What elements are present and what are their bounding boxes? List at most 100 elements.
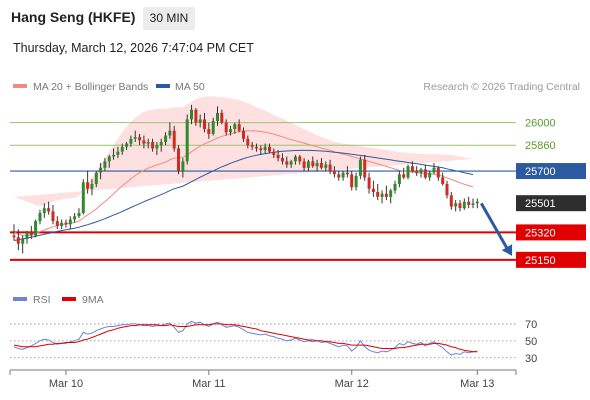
candle — [345, 166, 349, 178]
candle-body — [220, 112, 224, 123]
candle — [410, 161, 414, 173]
candle-body — [142, 140, 146, 144]
candle-body — [207, 129, 211, 134]
candle-body — [285, 161, 289, 165]
candle — [250, 141, 254, 151]
candle — [358, 156, 362, 180]
candle — [285, 156, 289, 168]
candle — [380, 190, 384, 204]
candle — [354, 172, 358, 191]
candle — [34, 219, 38, 238]
candle-body — [125, 143, 129, 147]
candle-body — [99, 167, 103, 173]
candle — [406, 164, 410, 180]
candle — [428, 171, 432, 181]
candle — [462, 198, 466, 210]
rsi-series-line-0 — [13, 320, 478, 356]
candle-body — [367, 177, 371, 189]
rsi-pane: RSI 9MA 70 50 30 — [10, 294, 537, 365]
x-tick-label: Mar 11 — [192, 378, 225, 390]
candle-body — [194, 109, 198, 123]
x-tick-label: Mar 13 — [460, 378, 494, 390]
candle-body — [475, 201, 479, 204]
candle-body — [172, 130, 176, 149]
candle-body — [319, 163, 323, 168]
candle-body — [77, 213, 81, 217]
credit-text: Research © 2026 Trading Central — [423, 81, 580, 93]
candle-body — [90, 184, 94, 189]
candle-body — [25, 232, 29, 239]
candle-body — [177, 148, 180, 171]
candle-body — [51, 211, 55, 222]
candle — [302, 158, 306, 172]
candle-body — [164, 135, 168, 142]
level-label-25501: 25501 — [516, 195, 586, 212]
candle — [185, 114, 189, 165]
candle-body — [432, 167, 436, 173]
x-tick-label: Mar 10 — [49, 378, 83, 390]
candle-body — [259, 148, 263, 150]
forecast-arrow-head — [501, 244, 513, 256]
candle-body — [298, 156, 302, 162]
candle-body — [410, 166, 414, 171]
candle-body — [68, 219, 72, 225]
instrument-title: Hang Seng (HKFE) — [11, 9, 136, 25]
candle-body — [441, 177, 445, 184]
candle — [207, 122, 211, 139]
candle — [376, 183, 380, 201]
legend-swatch-rsi — [13, 297, 27, 301]
candle — [289, 159, 293, 168]
candle-body — [146, 142, 150, 144]
legend-label-9ma: 9MA — [82, 294, 104, 306]
candle-body — [94, 172, 98, 184]
candle-body — [159, 142, 163, 146]
candle-body — [268, 146, 271, 152]
timeframe-badge[interactable]: 30 MIN — [143, 7, 195, 30]
candle — [155, 141, 159, 155]
candle — [324, 161, 328, 172]
candle — [415, 166, 419, 176]
level-text: 26000 — [525, 118, 556, 130]
candle-body — [332, 171, 336, 175]
legend-label-rsi: RSI — [33, 294, 51, 306]
candle — [81, 179, 85, 215]
candle — [38, 209, 42, 225]
candle — [293, 154, 297, 165]
candle — [475, 198, 479, 209]
candle — [177, 145, 180, 175]
candle-body — [289, 161, 293, 165]
candle — [458, 200, 462, 212]
level-text: 25860 — [525, 140, 556, 152]
candle-body — [81, 182, 85, 213]
candle — [116, 146, 120, 159]
legend-swatch-9ma — [62, 297, 76, 301]
candle-body — [42, 208, 46, 213]
level-text: 25320 — [525, 227, 556, 239]
candle — [146, 138, 150, 149]
candle — [281, 153, 284, 165]
candle-body — [107, 156, 111, 162]
candle-body — [120, 146, 124, 152]
candle — [268, 143, 271, 154]
candle-body — [354, 175, 358, 188]
candle — [419, 167, 423, 178]
level-label-25700: 25700 — [516, 163, 586, 180]
candle — [449, 192, 453, 210]
x-tick-label: Mar 12 — [335, 378, 369, 390]
level-box — [516, 224, 586, 241]
legend: MA 20 + Bollinger Bands MA 50 Research ©… — [13, 81, 580, 93]
candle — [60, 219, 64, 230]
level-box — [516, 251, 586, 268]
candle — [164, 132, 168, 146]
level-label-26000: 26000 — [525, 118, 556, 130]
candle — [12, 224, 16, 241]
candle-body — [129, 138, 133, 144]
candle — [125, 141, 129, 151]
candle-body — [376, 192, 380, 197]
candle-body — [471, 203, 475, 205]
candle-body — [224, 122, 228, 133]
candle — [90, 179, 94, 196]
candle-body — [415, 171, 419, 173]
candle-body — [185, 119, 189, 162]
